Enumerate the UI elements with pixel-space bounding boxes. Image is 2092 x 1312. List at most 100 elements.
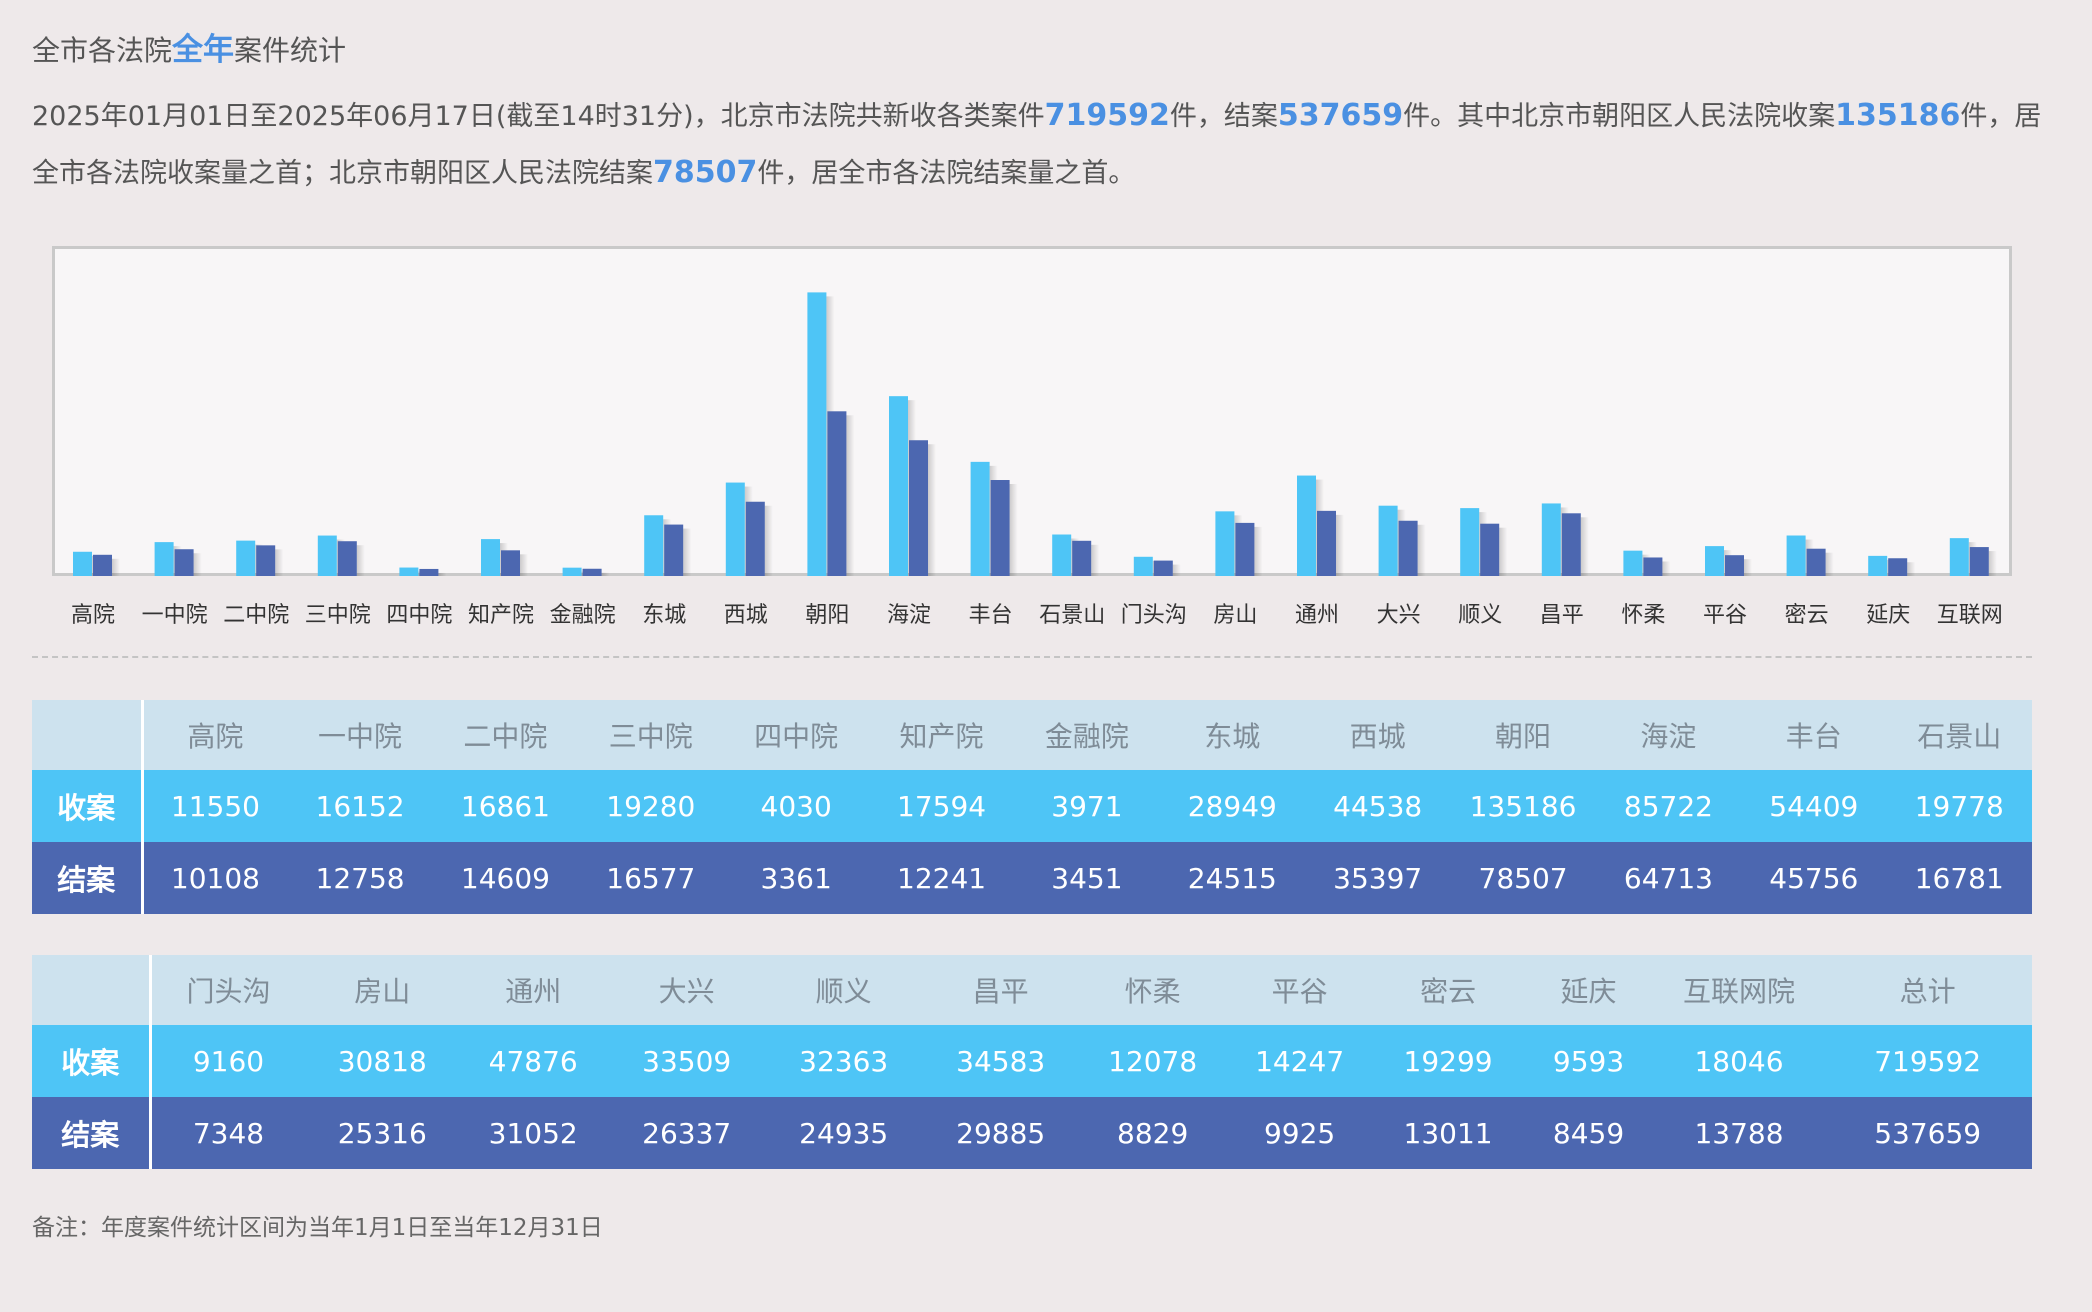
bar-received	[1786, 535, 1806, 576]
bar-received	[1705, 546, 1724, 576]
bar-group	[236, 540, 284, 576]
x-tick-label: 互联网	[1937, 603, 2003, 628]
bar-closed	[1969, 547, 1989, 576]
table-row-received: 收案 11550 16152 16861 19280 4030 17594 3971 28949…	[32, 770, 2032, 842]
footnote: 备注：年度案件统计区间为当年1月1日至当年12月31日	[32, 1215, 603, 1241]
row-label: 结案	[32, 1097, 152, 1169]
bar-shadow	[928, 444, 936, 576]
summary-part-4: 件，居全市各法院收案量之首；北京市朝阳区人民法院结案	[32, 101, 2042, 189]
table-header-cell: 大兴	[607, 955, 766, 1025]
received-cell: 4030	[723, 770, 869, 842]
table-header-row: 高院 一中院 二中院 三中院 四中院 知产院 金融院 东城 西城 朝阳 海淀 丰台 石景山	[32, 700, 2032, 770]
bar-shadow	[1988, 551, 1997, 576]
bar-closed	[582, 568, 602, 576]
table-header-cell: 石景山	[1886, 700, 2032, 770]
table-header-cell: 西城	[1305, 700, 1451, 770]
x-tick-label: 三中院	[305, 603, 371, 628]
bar-group	[807, 292, 855, 576]
received-cell: 28949	[1159, 770, 1305, 842]
total-received-number: 719592	[1044, 98, 1170, 133]
summary-text: 2025年01月01日至2025年06月17日(截至14时31分)，北京市法院共…	[32, 88, 2042, 202]
bar-received	[1949, 538, 1969, 576]
table-header-cell: 昌平	[921, 955, 1080, 1025]
closed-cell: 25316	[305, 1097, 459, 1169]
title-highlight: 全年	[172, 32, 235, 68]
table-header-cell: 怀柔	[1079, 955, 1226, 1025]
bar-closed	[827, 411, 847, 576]
closed-cell: 537659	[1823, 1097, 2032, 1169]
bar-shadow	[1254, 526, 1263, 576]
page-title: 全市各法院全年案件统计	[32, 24, 346, 69]
bar-received	[1052, 534, 1072, 576]
closed-cell: 8459	[1522, 1097, 1655, 1169]
bar-shadow	[1825, 552, 1834, 576]
summary-part-1: 2025年01月01日至2025年06月17日(截至14时31分)，北京市法院共…	[32, 101, 1045, 132]
bar-received	[1868, 555, 1888, 576]
closed-cell: 7348	[150, 1097, 306, 1169]
bar-received	[154, 542, 174, 576]
bar-shadow	[275, 549, 284, 576]
bar-chart: 高院 一中院 二中院 三中院 四中院 知产院 金融院 东城 西城 朝阳 海淀 丰台 石景山 门头沟 房山 通州…	[71, 292, 2003, 628]
row-label: 收案	[32, 770, 144, 842]
x-tick-label: 房山	[1213, 603, 1257, 628]
table-header-cell: 房山	[305, 955, 459, 1025]
bar-received	[1378, 505, 1398, 576]
bar-received	[399, 567, 419, 576]
received-cell: 9160	[150, 1025, 306, 1097]
x-tick-label: 高院	[71, 603, 115, 628]
bar-received	[1541, 503, 1561, 576]
bar-closed	[174, 549, 194, 576]
bar-group	[1541, 503, 1589, 576]
title-prefix: 全市各法院	[32, 34, 173, 67]
closed-cell: 12241	[868, 842, 1015, 914]
row-label: 收案	[32, 1025, 152, 1097]
bar-group	[481, 539, 528, 576]
x-tick-label: 石景山	[1039, 603, 1105, 628]
x-tick-label: 知产院	[468, 603, 534, 628]
received-cell: 12078	[1079, 1025, 1226, 1097]
bar-group	[1052, 534, 1100, 576]
table-header-cell: 延庆	[1522, 955, 1655, 1025]
table-corner-cell	[32, 955, 152, 1025]
closed-cell: 3451	[1014, 842, 1160, 914]
bar-group	[1623, 550, 1671, 576]
bar-closed	[1806, 548, 1826, 576]
bar-closed	[93, 554, 112, 576]
table-corner-cell	[32, 700, 144, 770]
stats-table-2: 门头沟 房山 通州 大兴 顺义 昌平 怀柔 平谷 密云 延庆 互联网院 总计 收案 9160 30818 4…	[32, 955, 2032, 1169]
x-tick-label: 门头沟	[1121, 603, 1187, 628]
closed-cell: 8829	[1079, 1097, 1226, 1169]
x-tick-label: 东城	[642, 603, 686, 628]
received-cell: 85722	[1595, 770, 1742, 842]
bar-shadow	[1907, 562, 1916, 576]
bar-shadow	[1336, 514, 1344, 576]
table-header-cell: 顺义	[765, 955, 922, 1025]
closed-cell: 3361	[723, 842, 869, 914]
received-cell: 16152	[287, 770, 433, 842]
closed-cell: 24935	[765, 1097, 922, 1169]
summary-part-2: 件，结案	[1169, 101, 1278, 132]
bar-group	[1868, 555, 1916, 576]
bar-closed	[1153, 560, 1173, 576]
table-header-cell: 二中院	[432, 700, 579, 770]
bar-group	[73, 551, 120, 576]
bar-received	[970, 461, 990, 576]
bar-received	[562, 567, 582, 576]
bar-closed	[990, 480, 1010, 576]
received-cell: 135186	[1450, 770, 1596, 842]
table-header-cell: 丰台	[1741, 700, 1887, 770]
table-header-cell: 海淀	[1595, 700, 1742, 770]
received-cell: 719592	[1823, 1025, 2032, 1097]
bar-closed	[419, 568, 439, 576]
table-header-cell: 三中院	[578, 700, 724, 770]
bar-group	[562, 567, 610, 576]
closed-cell: 35397	[1305, 842, 1451, 914]
x-tick-label: 顺义	[1458, 603, 1502, 628]
bar-closed	[337, 541, 357, 576]
x-tick-label: 平谷	[1703, 603, 1747, 628]
bar-received	[481, 539, 500, 576]
bar-shadow	[764, 505, 773, 576]
x-tick-label: 一中院	[142, 603, 208, 628]
received-cell: 17594	[868, 770, 1015, 842]
bar-shadow	[683, 528, 692, 576]
